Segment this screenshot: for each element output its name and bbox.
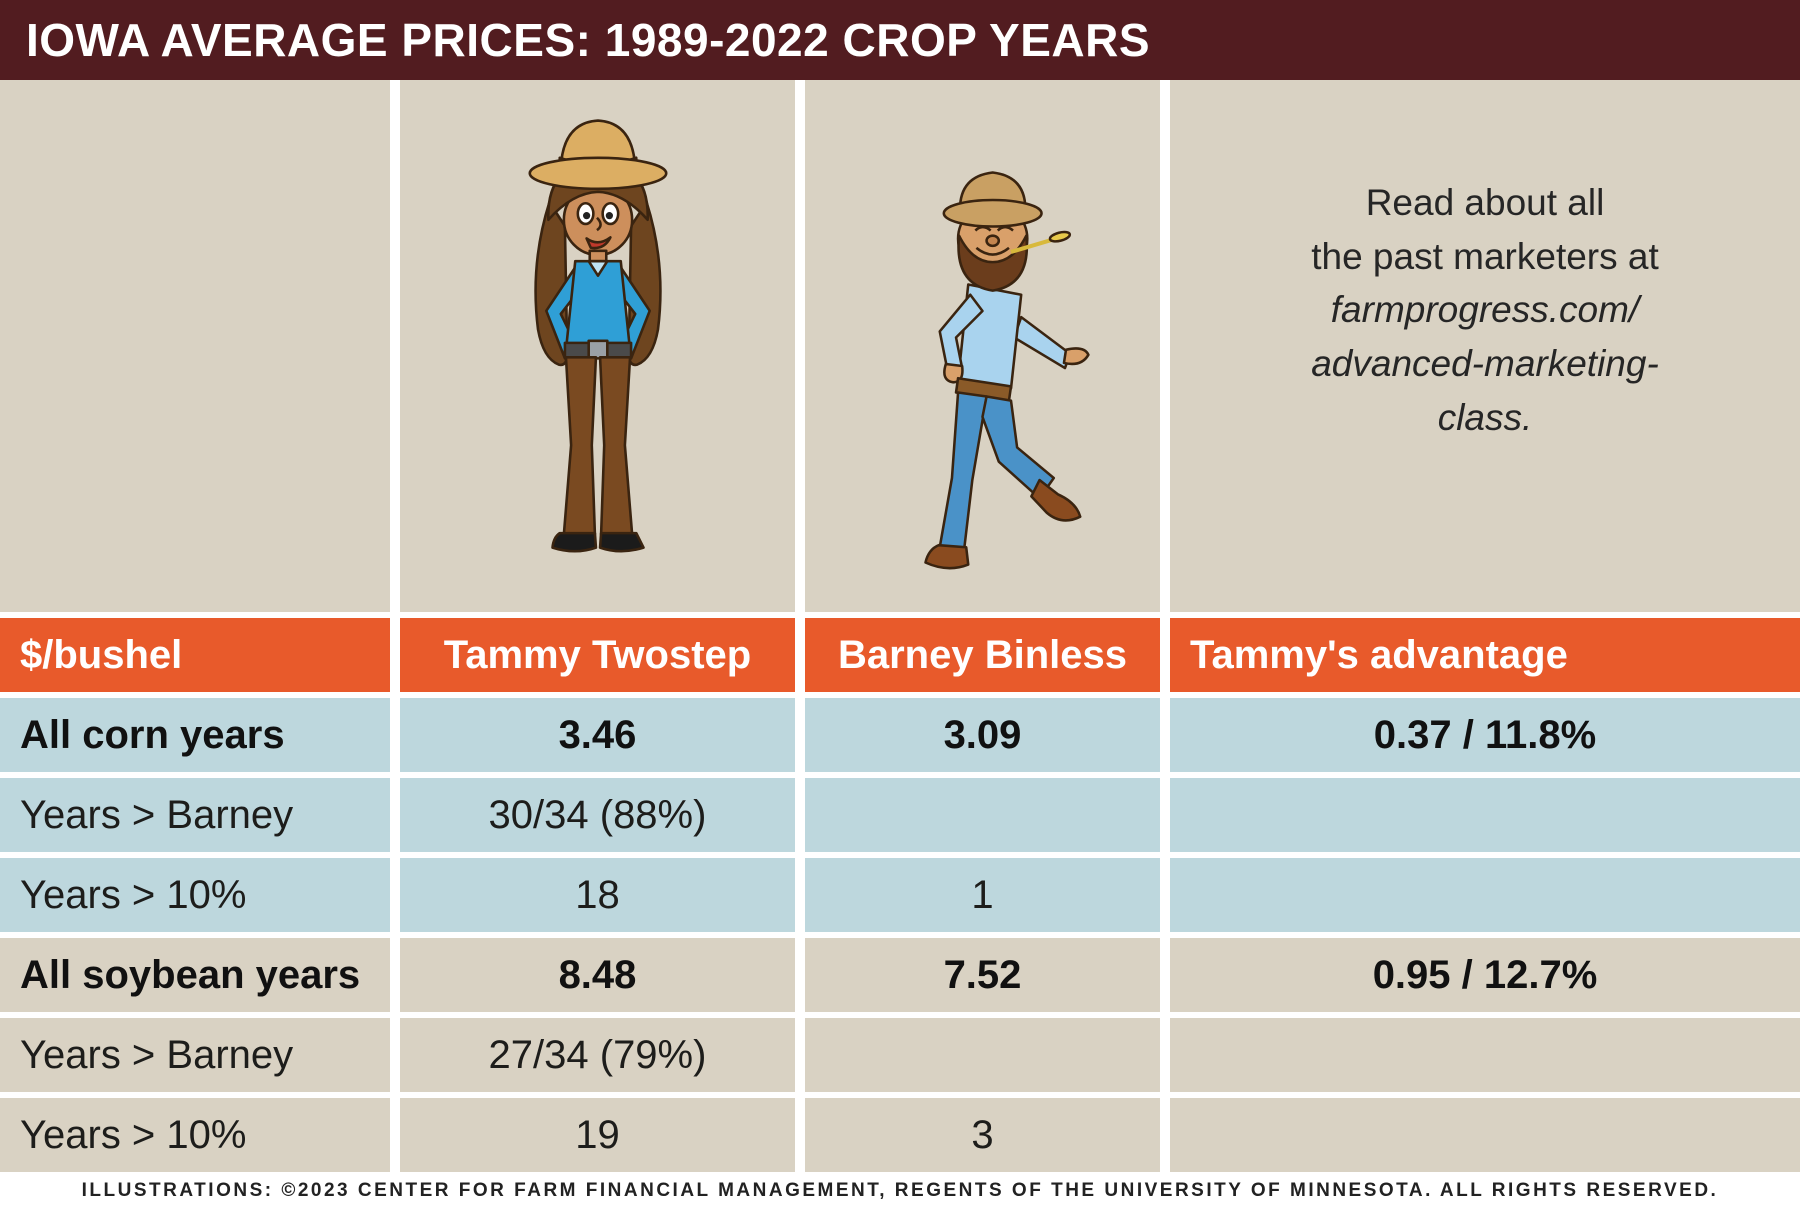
barney-value: 1 [805, 858, 1160, 932]
barney-value [805, 1018, 1160, 1092]
column-header-tammy: Tammy Twostep [400, 618, 795, 692]
advantage-value [1170, 1018, 1800, 1092]
page-title: IOWA AVERAGE PRICES: 1989-2022 CROP YEAR… [26, 14, 1151, 66]
advantage-value [1170, 858, 1800, 932]
row-label: All corn years [0, 698, 390, 772]
note-link-line: farmprogress.com/ [1330, 289, 1640, 331]
tammy-value: 19 [400, 1098, 795, 1172]
row-label: Years > 10% [0, 858, 390, 932]
barney-binless-illustration [924, 171, 1090, 570]
note-link-line: class. [1437, 396, 1533, 438]
advantage-value: 0.95 / 12.7% [1170, 938, 1800, 1012]
row-label: Years > 10% [0, 1098, 390, 1172]
tammy-value: 27/34 (79%) [400, 1018, 795, 1092]
advantage-value: 0.37 / 11.8% [1170, 698, 1800, 772]
note-line: Read about all [1365, 182, 1605, 223]
note-link-line: advanced-marketing- [1311, 342, 1659, 384]
row-label: Years > Barney [0, 778, 390, 852]
tammy-value: 30/34 (88%) [400, 778, 795, 852]
tammy-twostep-illustration [527, 119, 668, 553]
tammy-illustration-cell [400, 80, 795, 612]
note-line: the past marketers at [1311, 235, 1659, 277]
note-cell: Read about all the past marketers at far… [1170, 80, 1800, 612]
barney-value: 3 [805, 1098, 1160, 1172]
credits: ILLUSTRATIONS: ©2023 CENTER FOR FARM FIN… [0, 1172, 1800, 1210]
barney-value [805, 778, 1160, 852]
barney-value: 7.52 [805, 938, 1160, 1012]
note-text: Read about all the past marketers at far… [1311, 176, 1659, 444]
advantage-value [1170, 1098, 1800, 1172]
advantage-value [1170, 778, 1800, 852]
row-label: All soybean years [0, 938, 390, 1012]
title-bar: IOWA AVERAGE PRICES: 1989-2022 CROP YEAR… [0, 0, 1800, 80]
column-header-barney: Barney Binless [805, 618, 1160, 692]
barney-value: 3.09 [805, 698, 1160, 772]
tammy-value: 8.48 [400, 938, 795, 1012]
column-header-bushel: $/bushel [0, 618, 390, 692]
column-header-advantage: Tammy's advantage [1170, 618, 1800, 692]
tammy-value: 3.46 [400, 698, 795, 772]
tammy-value: 18 [400, 858, 795, 932]
row-label: Years > Barney [0, 1018, 390, 1092]
barney-illustration-cell [805, 80, 1160, 612]
price-table: Read about all the past marketers at far… [0, 80, 1800, 1172]
spacer-cell [0, 80, 390, 612]
